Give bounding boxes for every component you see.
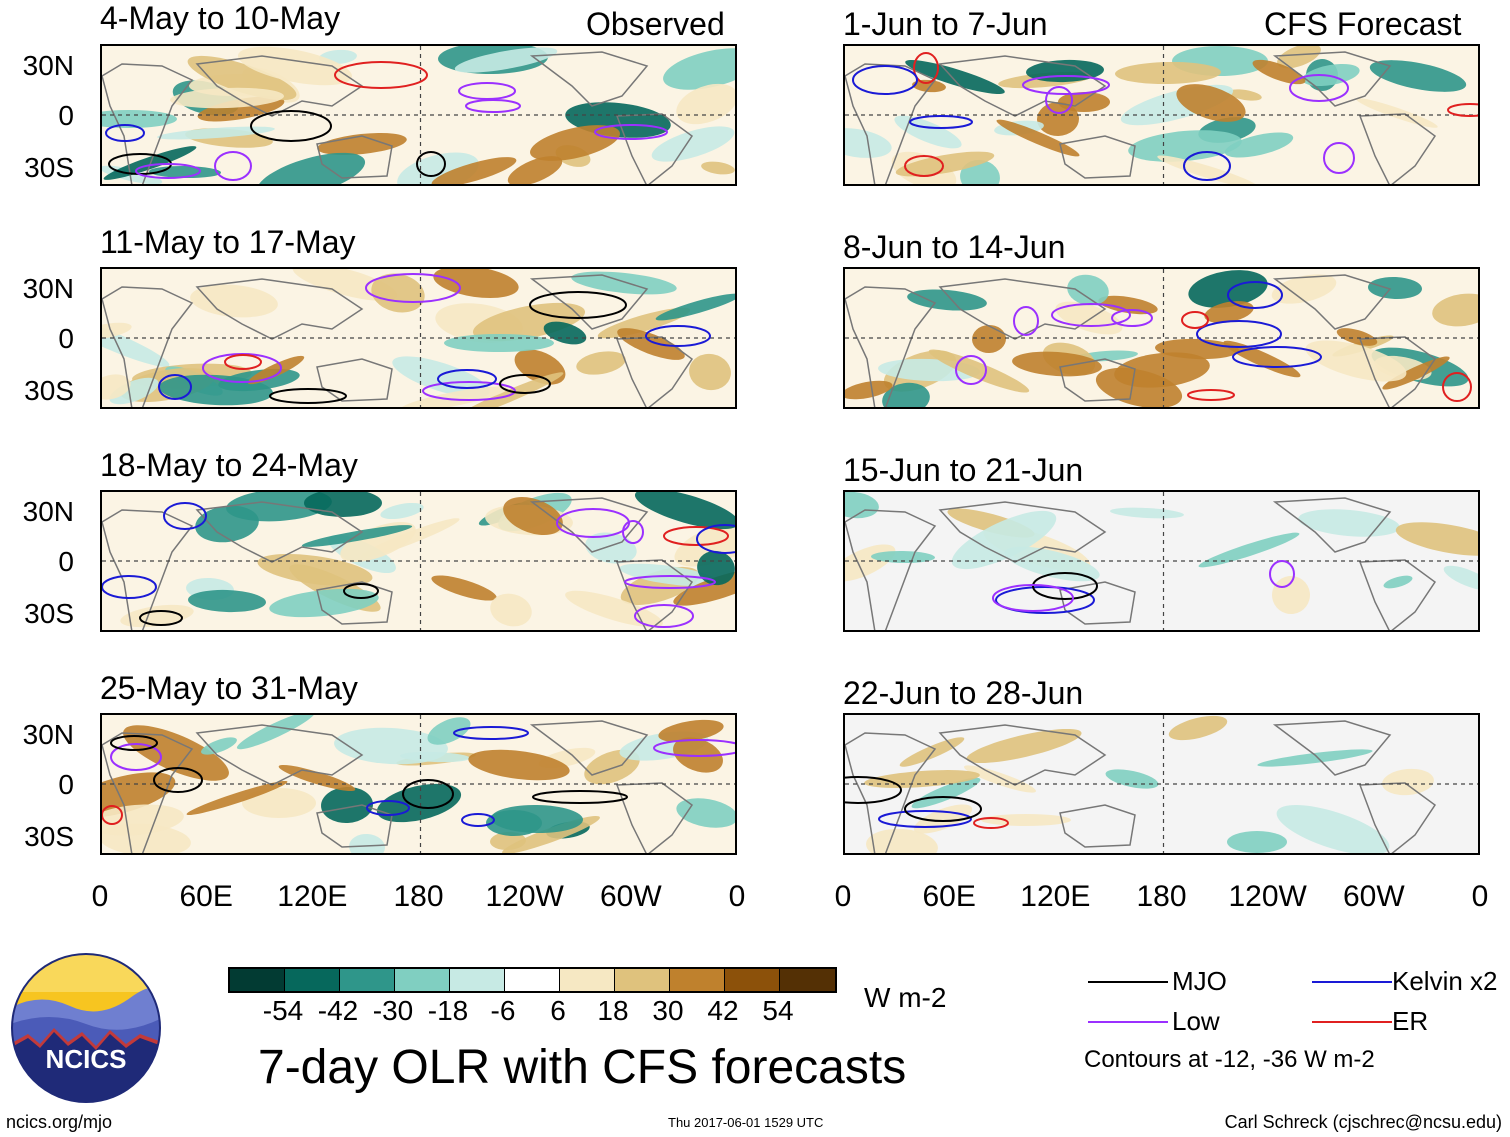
colorbar-tick-label: -42 bbox=[317, 995, 359, 1026]
lat-tick-label: 0 bbox=[58, 546, 74, 577]
panel-title: 18-May to 24-May bbox=[100, 447, 358, 483]
footer-url[interactable]: ncics.org/mjo bbox=[6, 1112, 113, 1132]
olr-map-panel bbox=[843, 713, 1480, 855]
footer-timestamp: Thu 2017-06-01 1529 UTC bbox=[668, 1115, 824, 1130]
colorbar-swatch bbox=[725, 969, 780, 991]
lat-tick-label: 30N bbox=[22, 50, 74, 81]
olr-map-panel bbox=[100, 490, 737, 632]
olr-map-panel bbox=[100, 267, 737, 409]
colorbar-tick-label: -18 bbox=[427, 995, 469, 1026]
legend-label-er: ER bbox=[1392, 1006, 1429, 1036]
lon-tick-label: 60E bbox=[922, 880, 976, 913]
legend-label-kelvin: Kelvin x2 bbox=[1392, 966, 1498, 996]
colorbar-swatch bbox=[230, 969, 285, 991]
lon-tick-label: 120W bbox=[1228, 880, 1307, 913]
lon-tick-label: 0 bbox=[728, 880, 746, 913]
colorbar-swatch bbox=[340, 969, 395, 991]
lat-tick-label: 30S bbox=[24, 598, 74, 629]
olr-map-panel bbox=[843, 490, 1480, 632]
lat-tick-label: 0 bbox=[58, 769, 74, 800]
legend-note: Contours at -12, -36 W m-2 bbox=[1084, 1046, 1375, 1073]
colorbar-swatch bbox=[450, 969, 505, 991]
legend-line-er bbox=[1312, 1021, 1392, 1023]
colorbar-units: W m-2 bbox=[864, 982, 947, 1013]
lon-tick-label: 120E bbox=[277, 880, 348, 913]
colorbar-tick-label: -54 bbox=[262, 995, 304, 1026]
legend-line-kelvin bbox=[1312, 981, 1392, 983]
legend-label-mjo: MJO bbox=[1172, 966, 1227, 996]
colorbar-swatch bbox=[670, 969, 725, 991]
colorbar-tick-label: 54 bbox=[762, 995, 794, 1026]
colorbar bbox=[228, 967, 837, 993]
lon-tick-label: 0 bbox=[91, 880, 109, 913]
lat-tick-label: 30N bbox=[22, 496, 74, 527]
ncics-logo: NCICS bbox=[10, 952, 162, 1104]
lat-tick-label: 0 bbox=[58, 100, 74, 131]
lat-tick-label: 30S bbox=[24, 821, 74, 852]
olr-map-panel bbox=[843, 44, 1480, 186]
panel-title: 22-Jun to 28-Jun bbox=[843, 675, 1084, 711]
lon-tick-label: 120E bbox=[1020, 880, 1091, 913]
legend-label-low: Low bbox=[1172, 1006, 1220, 1036]
figure-title: 7-day OLR with CFS forecasts bbox=[258, 1041, 907, 1094]
lat-tick-label: 0 bbox=[58, 323, 74, 354]
legend-line-mjo bbox=[1088, 981, 1168, 983]
panel-title: 25-May to 31-May bbox=[100, 670, 358, 706]
panel-title: 8-Jun to 14-Jun bbox=[843, 229, 1066, 265]
lon-tick-label: 0 bbox=[834, 880, 852, 913]
lon-tick-label: 60E bbox=[179, 880, 233, 913]
colorbar-swatch bbox=[615, 969, 670, 991]
colorbar-tick-label: 42 bbox=[707, 995, 739, 1026]
colorbar-swatch bbox=[560, 969, 615, 991]
legend-line-low bbox=[1088, 1021, 1168, 1023]
colorbar-swatch bbox=[780, 969, 835, 991]
colorbar-tick-label: 18 bbox=[597, 995, 629, 1026]
lat-tick-label: 30N bbox=[22, 719, 74, 750]
colorbar-swatch bbox=[505, 969, 560, 991]
cfs-forecast-label: CFS Forecast bbox=[1264, 6, 1462, 42]
lon-tick-label: 0 bbox=[1471, 880, 1489, 913]
lon-tick-label: 120W bbox=[485, 880, 564, 913]
olr-map-panel bbox=[843, 267, 1480, 409]
olr-map-panel bbox=[100, 44, 737, 186]
olr-map-panel bbox=[100, 713, 737, 855]
lat-tick-label: 30N bbox=[22, 273, 74, 304]
colorbar-swatch bbox=[285, 969, 340, 991]
lat-tick-label: 30S bbox=[24, 375, 74, 406]
colorbar-tick-label: -30 bbox=[372, 995, 414, 1026]
colorbar-tick-label: -6 bbox=[490, 995, 516, 1026]
logo-text: NCICS bbox=[45, 1044, 127, 1074]
colorbar-swatch bbox=[395, 969, 450, 991]
colorbar-tick-label: 30 bbox=[652, 995, 684, 1026]
lat-tick-label: 30S bbox=[24, 152, 74, 183]
lon-tick-label: 180 bbox=[1136, 880, 1187, 913]
lon-tick-label: 180 bbox=[393, 880, 444, 913]
lon-tick-label: 60W bbox=[1342, 880, 1405, 913]
panel-title: 11-May to 17-May bbox=[100, 224, 356, 260]
footer-author: Carl Schreck (cjschrec@ncsu.edu) bbox=[1224, 1112, 1502, 1132]
panel-title: 15-Jun to 21-Jun bbox=[843, 452, 1084, 488]
observed-label: Observed bbox=[586, 6, 725, 42]
panel-title: 4-May to 10-May bbox=[100, 0, 341, 36]
colorbar-tick-label: 6 bbox=[550, 995, 566, 1026]
panel-title: 1-Jun to 7-Jun bbox=[843, 6, 1048, 42]
lon-tick-label: 60W bbox=[599, 880, 662, 913]
